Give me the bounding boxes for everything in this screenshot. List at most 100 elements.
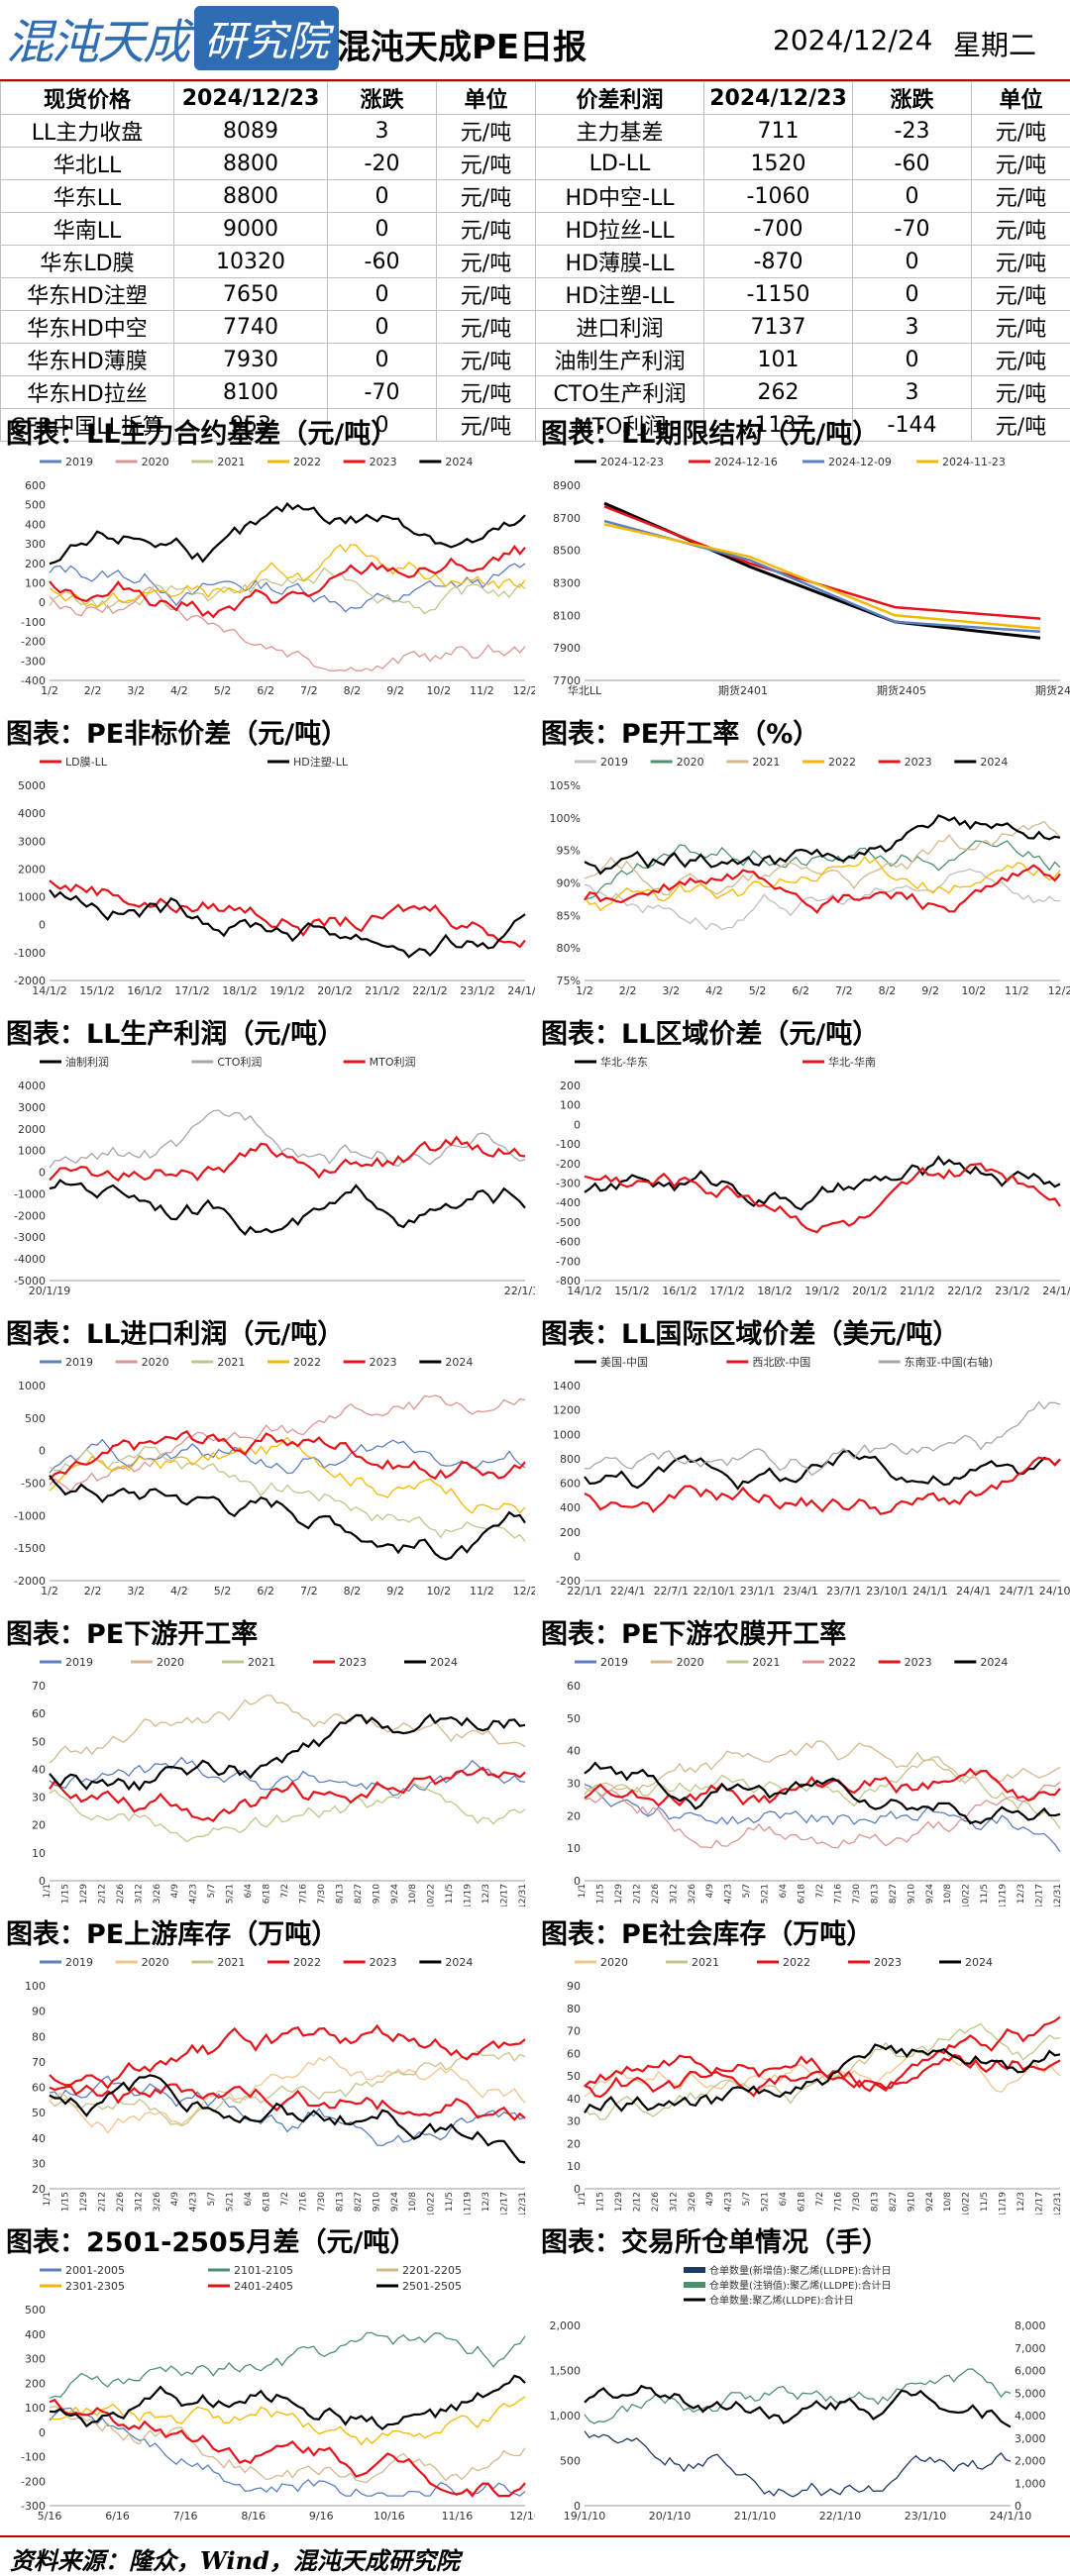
x-tick-label: 10/8 [943,2192,953,2212]
y-tick-label: 50 [567,1712,581,1725]
x-tick-label: 9/24 [390,1884,400,1904]
y-tick-label: 10 [567,1842,581,1855]
x-tick-label: 10/2 [426,1585,451,1597]
legend-label: 2021 [217,1956,245,1969]
legend-label: 仓单数量:聚乙烯(LLDPE):合计日 [709,2294,854,2307]
series-line [585,821,1060,894]
chart-title: 图表：交易所仓单情况（手） [541,2220,889,2259]
y-tick-label: -500 [21,1478,46,1491]
y-tick-label: 1000 [18,1380,46,1392]
y-tick-label: -100 [21,616,46,629]
table-cell: 262 [704,376,853,409]
x-tick-label: 期货2405 [877,683,926,697]
x-tick-label: 10/22 [962,1884,972,1906]
table-cell: 7930 [174,344,328,376]
x-tick-label: 11/5 [445,1884,455,1904]
x-tick-label: 7/2 [280,1884,290,1898]
y-tick-label: 50 [32,2107,46,2119]
y-tick-label: 70 [32,2056,46,2069]
table-cell: 元/吨 [437,376,536,409]
x-tick-label: 9/2 [386,684,404,697]
x-tick-label: 11/5 [980,2192,990,2212]
legend-label: 2024 [430,1656,458,1669]
legend-label: 2021 [752,1656,780,1669]
table-cell: 0 [328,180,437,213]
y-tick-label: 8700 [553,512,581,525]
report-weekday: 星期二 [953,24,1036,63]
table-cell: CTO生产利润 [536,376,704,409]
y-tick-label: 1,500 [550,2365,582,2378]
y-tick-label: 40 [567,2093,581,2106]
y-tick-label: -1000 [14,1187,46,1200]
header-cell: 价差利润 [536,82,704,115]
x-tick-label: 8/2 [879,984,897,997]
y-tick-label: -200 [21,2475,46,2488]
y-tick-label: 200 [560,1080,581,1092]
series-line [50,1438,525,1513]
x-tick-label: 9/24 [390,2192,400,2212]
x-tick-label: 1/2 [41,684,58,697]
x-tick-label: 2/26 [651,2192,661,2212]
legend-label: 2023 [370,456,397,468]
y-tick-label: -100 [556,1138,581,1151]
x-tick-label: 7/2 [815,2192,825,2206]
legend-label: 2101-2105 [234,2264,293,2277]
legend-label: 2022 [828,756,856,769]
legend-label: 2022 [293,456,321,468]
chart-title: 图表：LL主力合约基差（元/吨） [6,412,397,451]
y-tick-label: 500 [25,1412,46,1425]
table-cell: 元/吨 [437,311,536,344]
table-cell: 0 [853,246,972,278]
x-tick-label: 1/15 [60,1884,70,1904]
x-tick-label: 华北LL [568,683,602,697]
x-tick-label: 4/2 [170,1585,188,1597]
legend-label: 2019 [65,1956,93,1969]
y-tick-label: -100 [21,2451,46,2464]
y-tick-label: 30 [567,2115,581,2128]
series-line [50,1447,525,1542]
x-tick-label: 21/1/2 [365,984,399,997]
x-tick-label: 6/4 [244,1884,254,1899]
table-cell: 元/吨 [972,246,1070,278]
series-line [585,1782,1060,1847]
x-tick-label: 3/26 [153,1884,162,1904]
x-tick-label: 4/9 [705,2192,715,2207]
table-cell: 华东HD薄膜 [1,344,174,376]
legend-label: 2019 [65,1656,93,1669]
x-tick-label: 14/1/2 [32,984,66,997]
y-tick-label: 80 [32,2030,46,2043]
table-cell: 元/吨 [437,115,536,148]
y-tick-label: 400 [560,1501,581,1514]
x-tick-label: 22/1/10 [819,2510,861,2523]
y-tick-label: -1500 [14,1542,46,1555]
series-line [585,869,1060,929]
y-tick-label: 200 [25,2377,46,2390]
y-tick-label: 7900 [553,642,581,655]
y-right-tick-label: 7,000 [1015,2342,1046,2355]
header-cell: 涨跌 [853,82,972,115]
legend-label: 2401-2405 [234,2280,293,2293]
y-tick-label: 400 [25,2328,46,2341]
x-tick-label: 4/2 [170,684,188,697]
x-tick-label: 6/2 [257,684,274,697]
x-tick-label: 6/16 [105,2510,130,2523]
table-cell: -70 [328,376,437,409]
x-tick-label: 5/2 [214,684,232,697]
legend-label: 仓单数量(注销值):聚乙烯(LLDPE):合计日 [709,2279,892,2292]
x-tick-label: 11/19 [999,1884,1009,1906]
series-line [604,506,1040,618]
x-tick-label: 12/16 [509,2510,535,2523]
table-cell: 3 [853,376,972,409]
x-tick-label: 1/29 [614,1884,624,1904]
legend-label: MTO利润 [370,1055,416,1069]
y-tick-label: 90 [32,2006,46,2018]
table-cell: 0 [328,278,437,311]
